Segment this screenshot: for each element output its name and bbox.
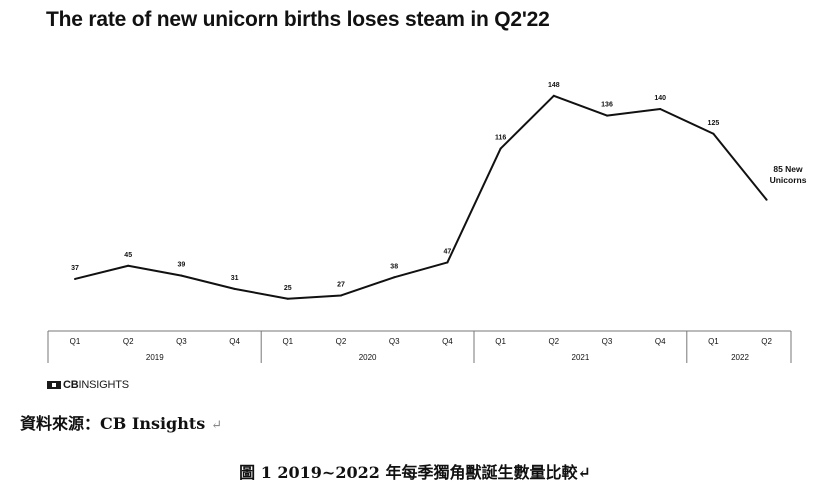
x-tick-label: Q2 — [761, 337, 772, 346]
data-point — [552, 94, 555, 97]
x-tick-label: Q4 — [442, 337, 453, 346]
data-point — [127, 264, 130, 267]
data-label: 31 — [231, 275, 239, 282]
data-label: 38 — [390, 263, 398, 270]
cb-insights-logo: CB INSIGHTS — [47, 379, 129, 391]
return-mark: ↵ — [211, 418, 223, 433]
annotation-label: 85 New — [773, 164, 803, 174]
data-point — [340, 294, 342, 297]
data-label: 37 — [71, 265, 79, 272]
data-point — [74, 277, 76, 280]
x-tick-label: Q1 — [70, 337, 81, 346]
series-line — [74, 94, 768, 300]
data-label: 140 — [654, 95, 666, 102]
x-tick-label: Q4 — [655, 337, 666, 346]
data-point — [765, 198, 768, 201]
data-label: 148 — [548, 82, 560, 89]
data-point — [499, 147, 502, 150]
data-label: 25 — [284, 285, 292, 292]
x-tick-label: Q1 — [282, 337, 293, 346]
data-point — [712, 132, 715, 135]
data-label: 116 — [495, 135, 506, 142]
year-label: 2020 — [359, 353, 377, 362]
x-tick-label: Q3 — [602, 337, 613, 346]
x-tick-label: Q2 — [123, 337, 134, 346]
data-point — [446, 261, 449, 264]
data-label: 27 — [337, 281, 345, 288]
x-tick-label: Q1 — [495, 337, 506, 346]
x-tick-label: Q2 — [548, 337, 559, 346]
year-label: 2019 — [146, 353, 164, 362]
year-label: 2021 — [572, 353, 590, 362]
annotation-label: Unicorns — [770, 175, 807, 185]
data-point — [393, 276, 396, 279]
data-label: 47 — [444, 248, 452, 255]
data-point — [659, 108, 662, 110]
logo-insights-text: INSIGHTS — [78, 379, 130, 391]
source-line: 資料來源：CB Insights ↵ — [20, 410, 222, 434]
cb-logo-icon — [47, 381, 61, 389]
data-label: 125 — [708, 120, 720, 127]
x-tick-label: Q3 — [176, 337, 187, 346]
source-text: 資料來源：CB Insights — [20, 414, 206, 433]
x-tick-label: Q2 — [336, 337, 347, 346]
data-point — [233, 287, 236, 290]
logo-cb-text: CB — [63, 379, 79, 391]
chart-title: The rate of new unicorn births loses ste… — [46, 8, 550, 31]
x-tick-label: Q4 — [229, 337, 240, 346]
data-point — [606, 114, 608, 117]
x-tick-label: Q3 — [389, 337, 400, 346]
x-tick-label: Q1 — [708, 337, 719, 346]
data-label: 39 — [178, 262, 186, 269]
data-label: 136 — [601, 102, 613, 109]
data-label: 45 — [124, 252, 132, 259]
year-label: 2022 — [731, 353, 749, 362]
data-point — [180, 274, 183, 277]
figure-caption: 圖 1 2019~2022 年每季獨角獸誕生數量比較↵ — [239, 463, 591, 482]
data-point — [286, 297, 289, 300]
